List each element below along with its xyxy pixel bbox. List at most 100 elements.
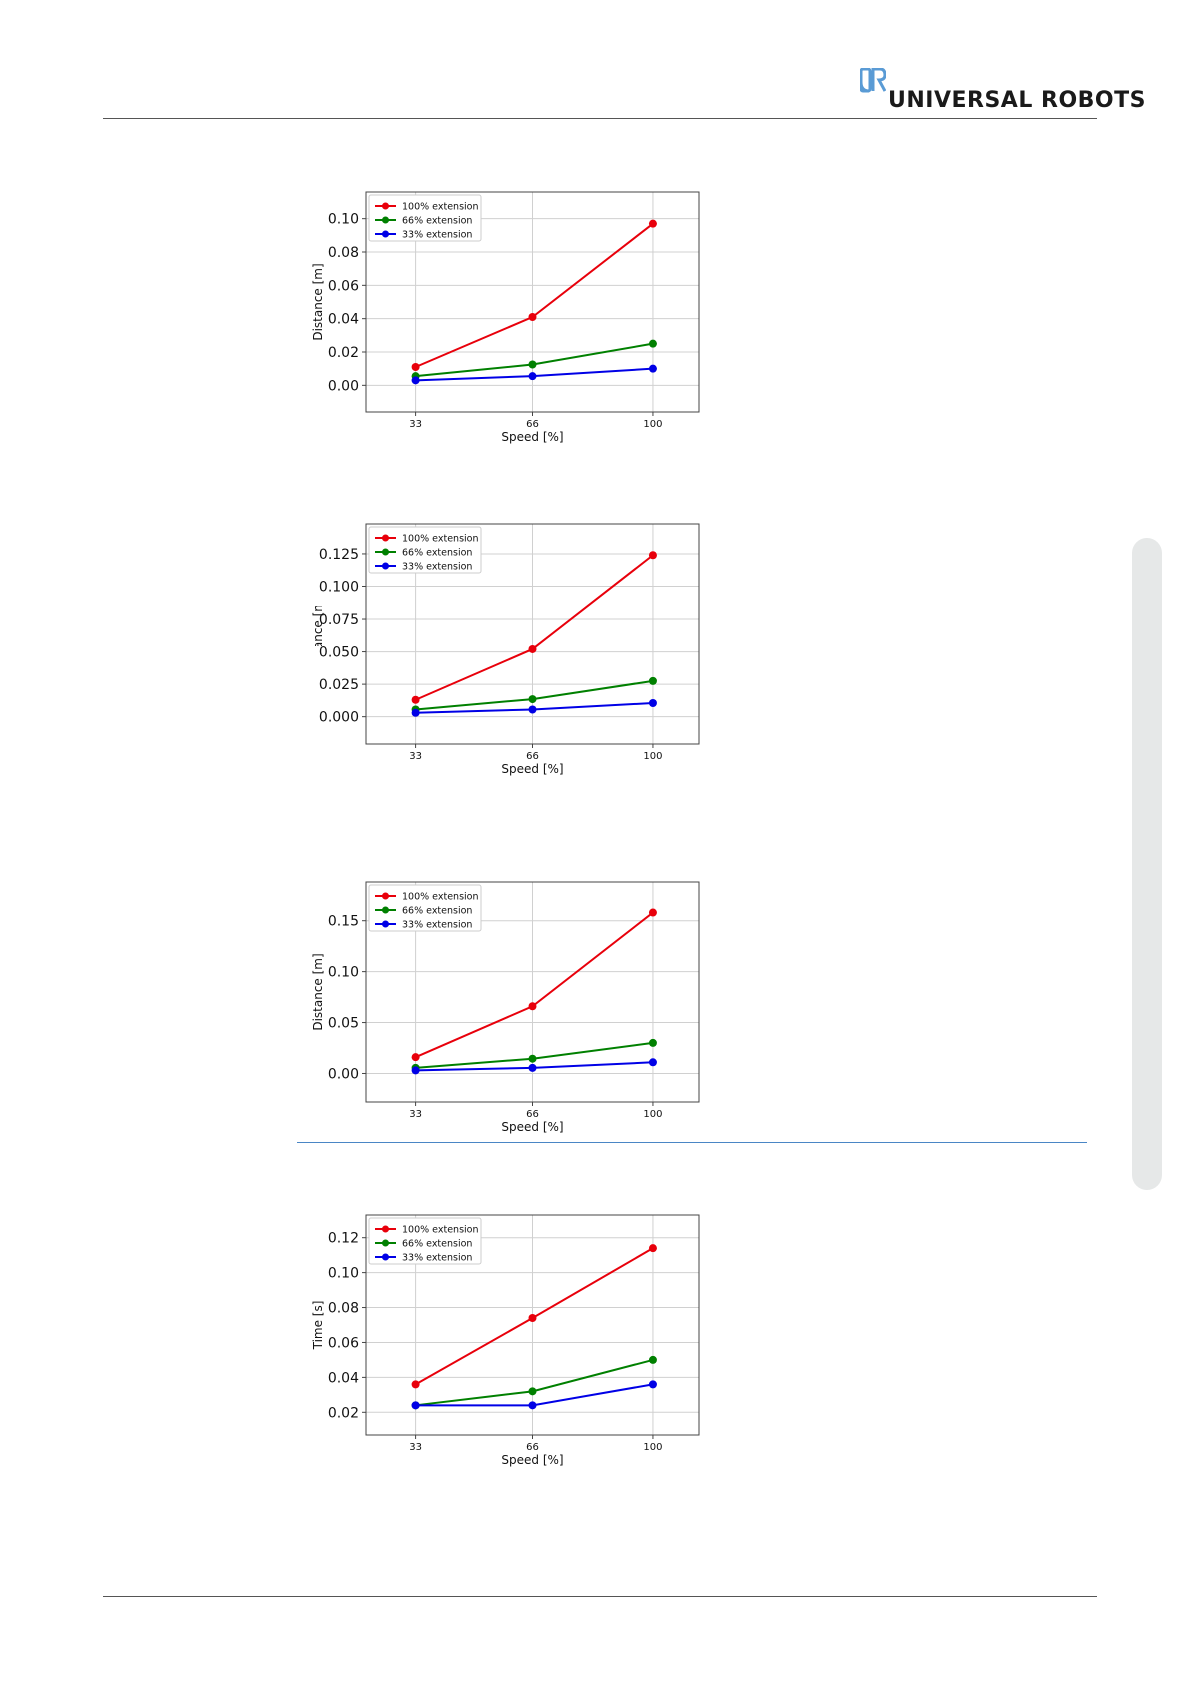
series-point: [528, 313, 537, 321]
chart-3: 0.00 0.05 0.10 0.15 33 66 100 Speed [%] Distance…: [300, 870, 720, 1134]
section-divider: [297, 1142, 1087, 1143]
legend-swatch-marker: [382, 920, 389, 928]
x-axis-label: Speed [%]: [501, 430, 563, 444]
y-tick-label: 0.12: [328, 1231, 359, 1247]
legend-swatch-marker: [382, 202, 389, 210]
legend: 100% extension 66% extension 33% extension: [368, 1217, 482, 1265]
x-axis-label: Speed [%]: [501, 762, 563, 776]
legend-swatch-marker: [382, 534, 389, 542]
legend-label: 100% extension: [402, 202, 479, 213]
legend-swatch-marker: [382, 230, 389, 238]
series-point: [648, 1380, 657, 1389]
y-tick-label: 0.06: [328, 1335, 359, 1351]
series-point: [648, 698, 657, 707]
y-axis-label: Distance [m]: [311, 595, 325, 672]
series-point: [528, 695, 537, 704]
series-point: [528, 1387, 537, 1396]
series-point: [528, 372, 537, 381]
legend-box: [368, 1217, 482, 1265]
series-point: [411, 1053, 420, 1062]
x-axis-label: Speed [%]: [501, 1120, 563, 1134]
series-point: [648, 1038, 657, 1047]
y-tick-label: 0.02: [328, 345, 359, 361]
y-tick-label: 0.10: [328, 1266, 359, 1282]
legend-label: 33% extension: [402, 1253, 472, 1264]
brand-name: UNIVERSAL ROBOTS: [888, 88, 1146, 113]
legend: 100% extension 66% extension 33% extension: [368, 884, 482, 932]
legend-swatch-marker: [382, 906, 389, 914]
footer-rule: [103, 1596, 1097, 1597]
chart-svg: 0.00 0.02 0.04 0.06 0.08 0.10 33 66 100 Speed [%]…: [311, 191, 700, 444]
y-tick-label: 0.075: [319, 612, 359, 628]
ur-logo-icon: [860, 68, 886, 93]
x-tick-label: 100: [643, 1109, 662, 1120]
y-tick-label: 0.04: [328, 1370, 359, 1386]
y-tick-label: 0.00: [328, 378, 359, 394]
legend-label: 66% extension: [402, 906, 472, 917]
chart-2: 0.000 0.025 0.050 0.075 0.100 0.125 33 66 100 Spe…: [300, 512, 720, 776]
series-point: [528, 705, 537, 714]
series-line-1: [415, 554, 654, 701]
legend-box: [368, 884, 482, 932]
legend-swatch-marker: [382, 1225, 389, 1233]
legend-swatch-marker: [382, 548, 389, 556]
x-tick-label: 33: [409, 1109, 422, 1120]
y-tick-label: 0.10: [328, 965, 359, 981]
series-point: [648, 364, 657, 373]
y-tick-label: 0.000: [319, 710, 359, 726]
series-point: [528, 1063, 537, 1072]
y-tick-label: 0.06: [328, 278, 359, 294]
legend-label: 100% extension: [402, 534, 479, 545]
series-point: [648, 676, 657, 685]
series-point: [411, 1401, 420, 1410]
legend-swatch-marker: [382, 1253, 389, 1261]
brand-logo: UNIVERSAL ROBOTS: [860, 68, 1145, 114]
legend-label: 33% extension: [402, 230, 472, 241]
legend-label: 100% extension: [402, 1225, 479, 1236]
chart-svg: 0.00 0.05 0.10 0.15 33 66 100 Speed [%] Distance…: [311, 881, 700, 1134]
x-tick-label: 33: [409, 751, 422, 762]
legend-label: 66% extension: [402, 548, 472, 559]
y-axis-label: Time [s]: [311, 1301, 325, 1351]
y-tick-label: 0.02: [328, 1405, 359, 1421]
x-tick-label: 100: [643, 751, 662, 762]
series-point: [648, 551, 657, 560]
legend-box: [368, 526, 482, 574]
series-point: [411, 708, 420, 717]
series-point: [528, 1054, 537, 1063]
side-tab: [1132, 538, 1162, 1190]
chart-1: 0.00 0.02 0.04 0.06 0.08 0.10 33 66 100 Speed [%]…: [300, 180, 720, 444]
chart-svg: 0.000 0.025 0.050 0.075 0.100 0.125 33 66 100 Spe…: [311, 523, 700, 776]
legend-swatch-marker: [382, 1239, 389, 1247]
series-point: [648, 1244, 657, 1253]
series-line-1: [415, 222, 654, 368]
y-tick-label: 0.08: [328, 1301, 359, 1317]
y-tick-label: 0.025: [319, 677, 359, 693]
series-point: [411, 1066, 420, 1075]
x-tick-label: 100: [643, 419, 662, 430]
y-tick-label: 0.10: [328, 212, 359, 228]
y-axis-label: Distance [m]: [311, 953, 325, 1030]
y-tick-label: 0.15: [328, 914, 359, 930]
series-point: [528, 644, 537, 653]
x-tick-label: 66: [526, 419, 539, 430]
series-point: [528, 1314, 537, 1323]
series-point: [528, 1002, 537, 1011]
x-axis-label: Speed [%]: [501, 1453, 563, 1467]
y-tick-label: 0.100: [319, 579, 359, 595]
series-point: [648, 1355, 657, 1364]
series-point: [528, 360, 537, 369]
header-rule: [103, 118, 1097, 119]
legend-label: 33% extension: [402, 562, 472, 573]
legend: 100% extension 66% extension 33% extension: [368, 194, 482, 242]
legend-swatch-marker: [382, 892, 389, 900]
y-tick-label: 0.04: [328, 312, 359, 328]
series-point: [648, 908, 657, 917]
series-line-1: [415, 911, 654, 1059]
y-axis-label: Distance [m]: [311, 263, 325, 340]
y-tick-label: 0.00: [328, 1066, 359, 1082]
series-point: [411, 363, 420, 371]
series-point: [648, 1058, 657, 1067]
y-tick-label: 0.08: [328, 245, 359, 261]
series-point: [411, 1380, 420, 1389]
